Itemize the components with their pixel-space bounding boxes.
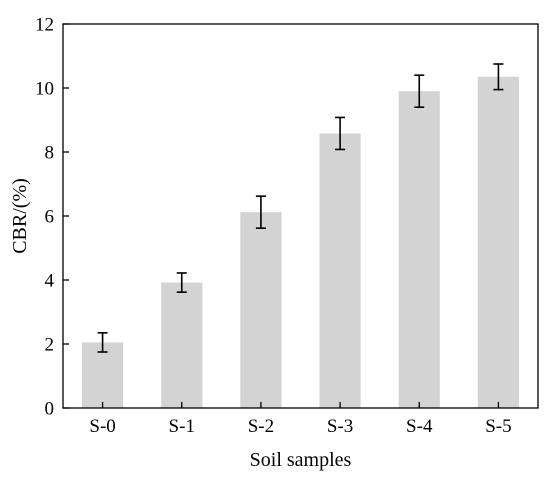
y-axis-title: CBR/(%): [9, 178, 31, 254]
y-tick-label: 0: [45, 399, 55, 420]
bar-s-0: [82, 342, 124, 408]
x-tick-label: S-3: [327, 416, 353, 437]
x-axis: S-0 S-1 S-2 S-3 S-4 S-5: [89, 402, 512, 437]
bar-s-3: [319, 133, 361, 408]
y-tick-label: 12: [35, 15, 54, 36]
bar-s-4: [398, 91, 440, 408]
bar-s-5: [477, 76, 519, 409]
plot-frame: [62, 23, 539, 409]
x-axis-title: Soil samples: [250, 449, 352, 471]
bar-s-2: [240, 212, 282, 408]
y-tick-label: 6: [45, 207, 55, 228]
error-bar-s-3: [335, 116, 346, 151]
error-bar-s-1: [176, 272, 187, 293]
y-axis: 0 2 4 6 8 10 12: [35, 15, 69, 420]
error-bar-s-5: [493, 63, 504, 91]
x-tick-label: S-5: [485, 416, 511, 437]
x-tick-label: S-2: [248, 416, 274, 437]
error-bars: [97, 63, 504, 353]
bar-s-1: [161, 282, 203, 408]
y-tick-label: 2: [45, 335, 55, 356]
x-tick-label: S-0: [89, 416, 115, 437]
error-bar-s-0: [97, 331, 108, 353]
error-bar-s-4: [414, 74, 425, 108]
y-tick-label: 8: [45, 143, 55, 164]
y-tick-label: 10: [35, 79, 54, 100]
bars: [82, 76, 519, 409]
x-tick-label: S-4: [406, 416, 433, 437]
y-tick-label: 4: [45, 271, 55, 292]
x-tick-label: S-1: [169, 416, 195, 437]
error-bar-s-2: [255, 195, 266, 229]
